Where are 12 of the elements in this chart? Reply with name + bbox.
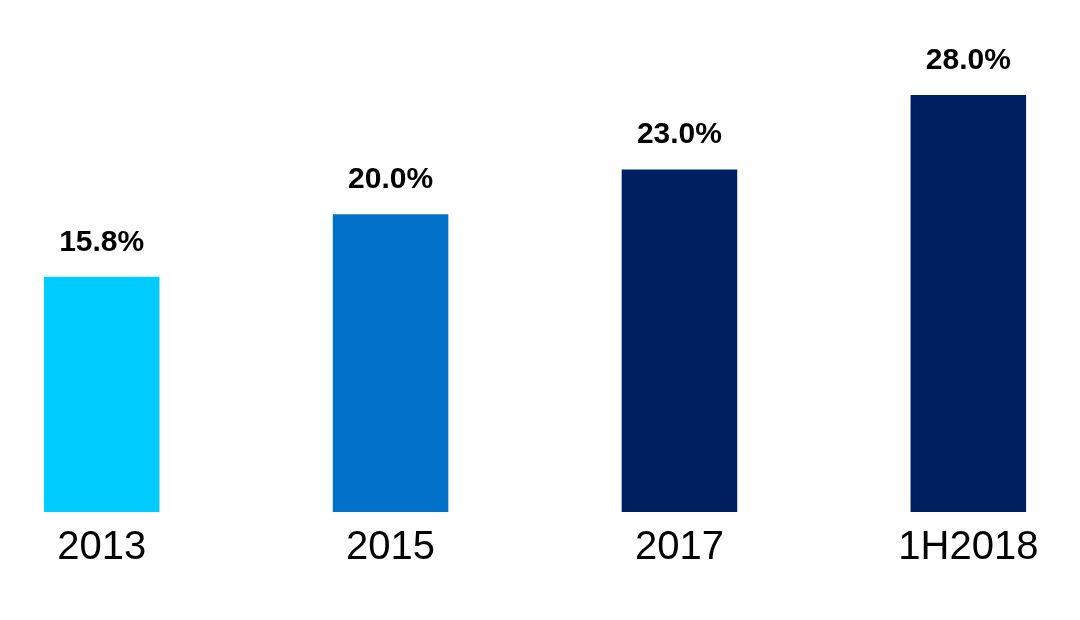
data-label: 23.0% — [636, 116, 722, 150]
bar — [621, 169, 738, 512]
bar — [332, 214, 449, 512]
data-label: 20.0% — [348, 161, 434, 195]
data-label: 28.0% — [925, 42, 1011, 75]
bar — [910, 95, 1027, 512]
bar — [43, 276, 160, 512]
x-tick-label: 1H2018 — [898, 522, 1039, 567]
x-tick-label: 2015 — [346, 522, 436, 567]
x-tick-label: 2017 — [634, 522, 724, 567]
data-label: 15.8% — [59, 223, 145, 257]
x-tick-label: 2013 — [57, 522, 147, 567]
